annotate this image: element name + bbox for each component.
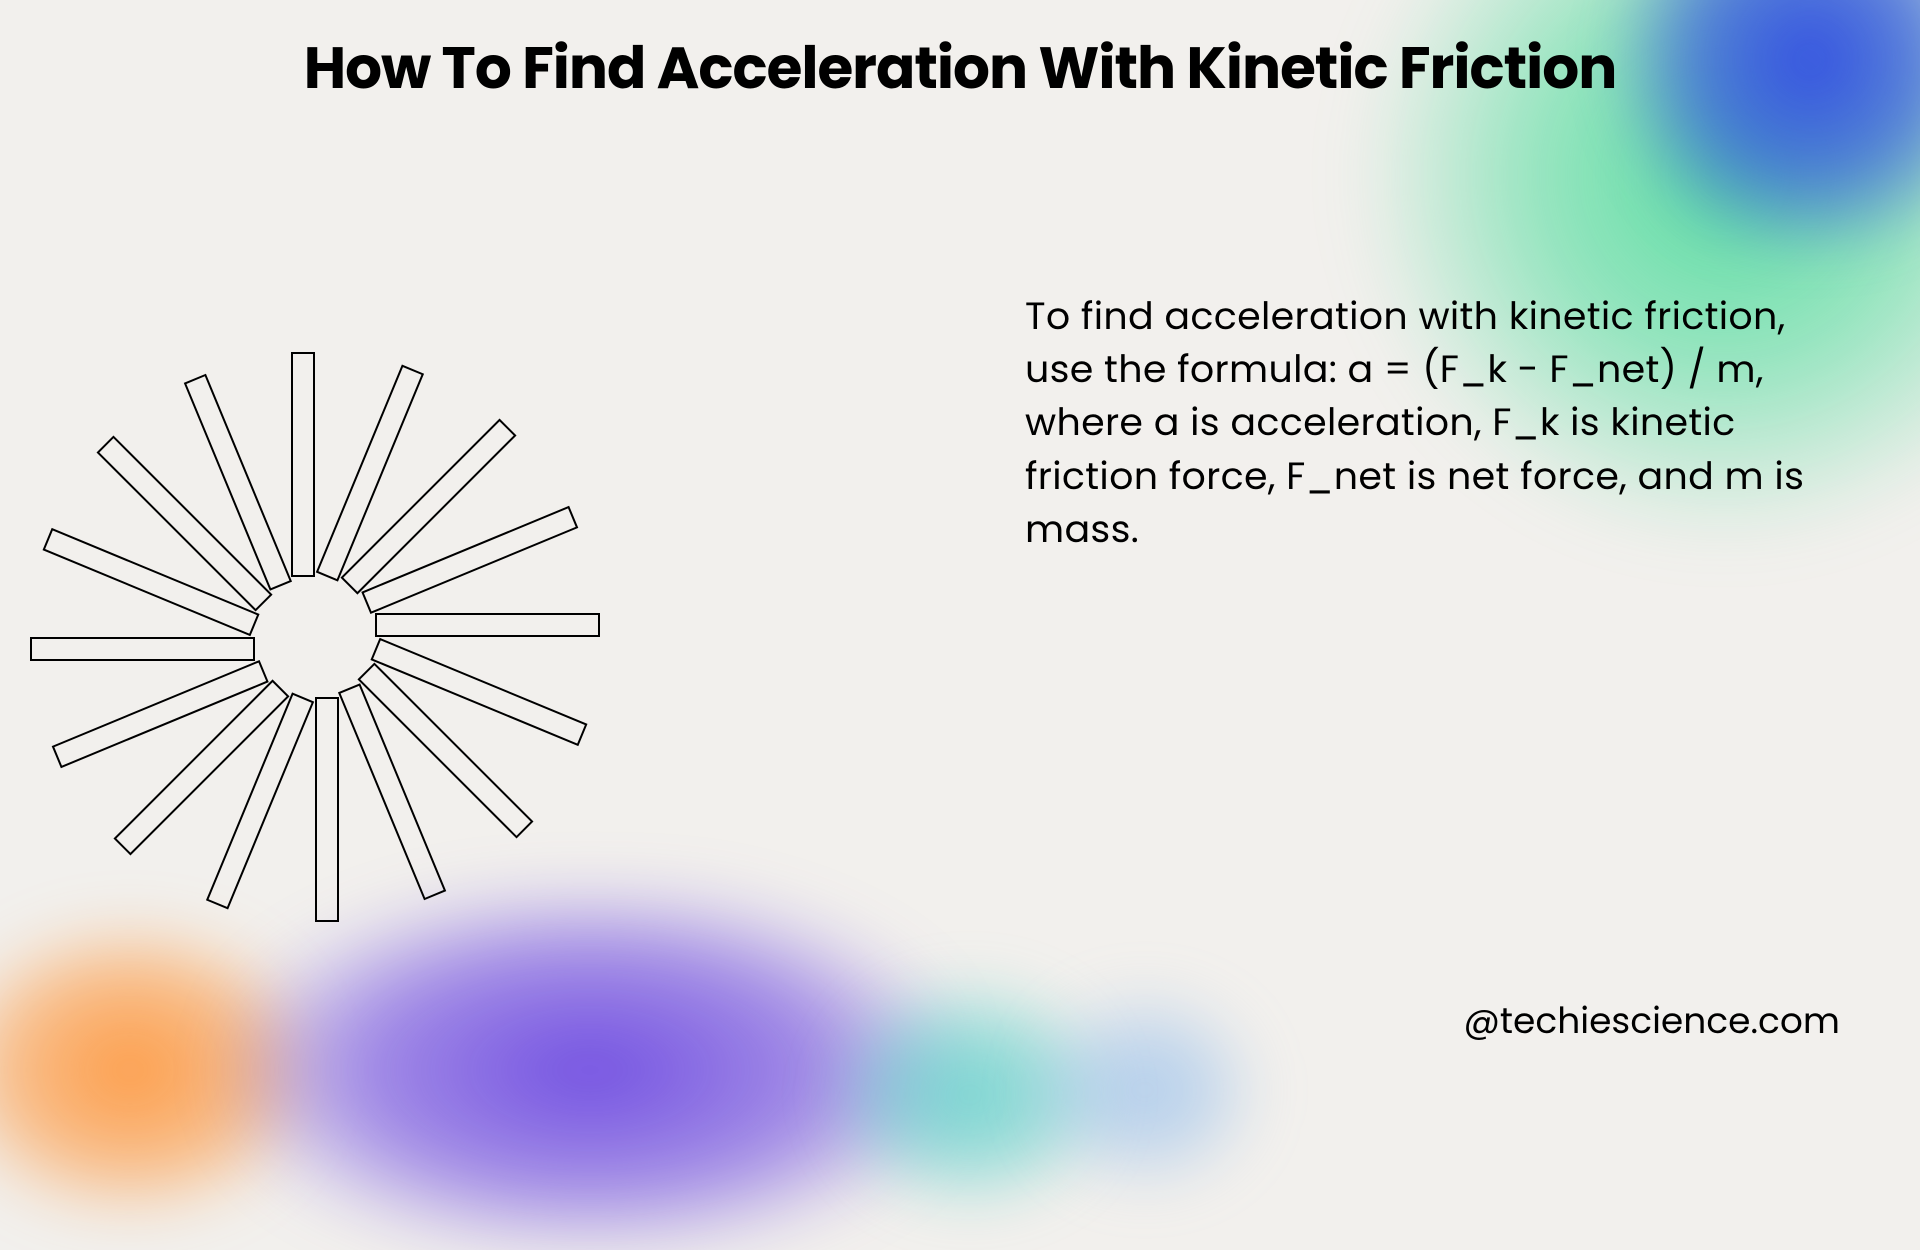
- sunburst-icon: [30, 340, 600, 910]
- sunburst-ray: [338, 683, 446, 900]
- sunburst-ray: [361, 506, 578, 614]
- sunburst-ray: [184, 374, 292, 591]
- body-text: To find acceleration with kinetic fricti…: [1025, 290, 1805, 556]
- sunburst-ray: [315, 697, 339, 922]
- sunburst-ray: [291, 352, 315, 577]
- sunburst-ray: [375, 613, 600, 637]
- content-layer: How To Find Acceleration With Kinetic Fr…: [0, 0, 1920, 1080]
- sunburst-ray: [30, 637, 255, 661]
- attribution: @techiescience.com: [1463, 993, 1840, 1048]
- page-title: How To Find Acceleration With Kinetic Fr…: [0, 25, 1920, 112]
